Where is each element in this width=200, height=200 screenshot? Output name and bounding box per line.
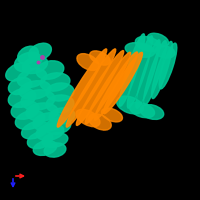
Ellipse shape [140, 105, 164, 119]
Ellipse shape [18, 46, 38, 64]
Ellipse shape [117, 96, 143, 114]
Ellipse shape [17, 68, 47, 88]
Ellipse shape [44, 143, 66, 157]
Ellipse shape [15, 110, 45, 130]
Ellipse shape [103, 52, 143, 114]
Ellipse shape [125, 43, 155, 57]
Ellipse shape [102, 108, 122, 122]
Ellipse shape [152, 41, 172, 99]
Ellipse shape [76, 109, 100, 127]
Ellipse shape [136, 40, 160, 108]
Ellipse shape [49, 108, 75, 124]
Ellipse shape [66, 49, 116, 127]
Ellipse shape [36, 124, 64, 140]
Ellipse shape [45, 118, 71, 134]
Ellipse shape [11, 101, 39, 119]
Ellipse shape [129, 102, 155, 118]
Ellipse shape [94, 52, 138, 120]
Ellipse shape [27, 131, 53, 149]
Ellipse shape [40, 73, 70, 91]
Ellipse shape [26, 103, 58, 121]
Ellipse shape [76, 51, 124, 125]
Ellipse shape [119, 34, 145, 106]
Ellipse shape [42, 133, 68, 147]
Ellipse shape [89, 114, 111, 130]
Ellipse shape [36, 61, 64, 79]
Ellipse shape [29, 43, 51, 61]
Ellipse shape [46, 83, 74, 101]
Ellipse shape [21, 90, 55, 110]
Ellipse shape [6, 63, 30, 81]
Ellipse shape [143, 41, 167, 105]
Ellipse shape [8, 89, 36, 107]
Ellipse shape [33, 141, 57, 155]
Ellipse shape [159, 43, 177, 89]
Ellipse shape [22, 121, 48, 139]
Ellipse shape [46, 95, 74, 113]
Ellipse shape [8, 77, 32, 95]
Ellipse shape [147, 33, 169, 47]
Ellipse shape [19, 81, 51, 99]
Ellipse shape [14, 52, 42, 72]
Ellipse shape [85, 52, 131, 124]
Ellipse shape [57, 49, 107, 127]
Ellipse shape [77, 54, 99, 70]
Ellipse shape [155, 46, 175, 58]
Ellipse shape [22, 56, 48, 74]
Ellipse shape [33, 113, 63, 131]
Ellipse shape [90, 51, 110, 65]
Ellipse shape [135, 36, 161, 52]
Ellipse shape [127, 36, 153, 108]
